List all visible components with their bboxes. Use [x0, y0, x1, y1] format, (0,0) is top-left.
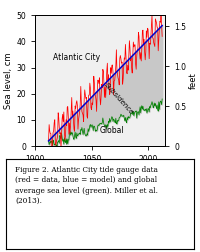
Text: Atlantic City: Atlantic City [53, 53, 100, 62]
Y-axis label: feet: feet [189, 72, 198, 89]
Text: Subsidence: Subsidence [103, 82, 134, 116]
Text: Global: Global [99, 126, 124, 135]
X-axis label: Year: Year [90, 170, 110, 179]
Text: Figure 2. Atlantic City tide gauge data
(red = data, blue = model) and global
av: Figure 2. Atlantic City tide gauge data … [15, 166, 158, 205]
Y-axis label: Sea level, cm: Sea level, cm [4, 52, 13, 109]
